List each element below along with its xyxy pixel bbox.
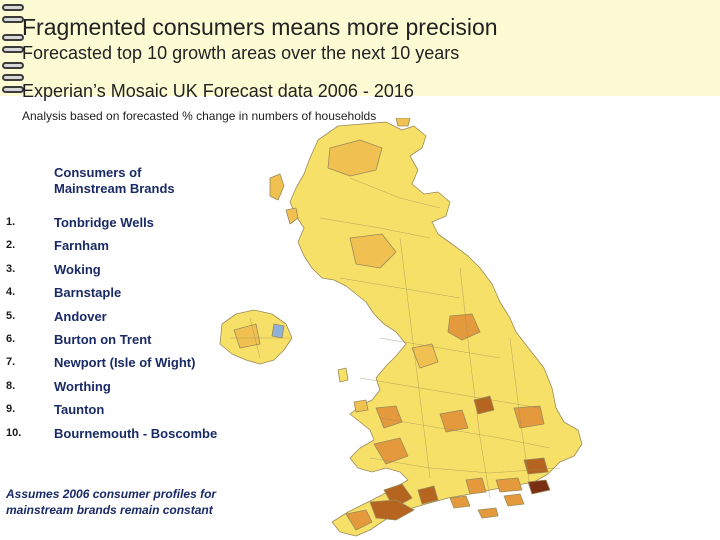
analysis-note: Analysis based on forecasted % change in… <box>22 109 377 123</box>
taunton-region <box>417 485 439 505</box>
slide-title: Fragmented consumers means more precisio… <box>22 14 498 40</box>
rank-number: 1. <box>6 216 16 228</box>
area-name: Woking <box>54 261 101 277</box>
rank-number: 8. <box>6 379 16 392</box>
list-heading: Consumers of Mainstream Brands <box>54 165 175 197</box>
region-borders <box>230 177 561 499</box>
area-name: Burton on Trent <box>54 331 152 347</box>
slide-subtitle-source: Experian’s Mosaic UK Forecast data 2006 … <box>22 81 414 101</box>
binding-ring <box>2 62 24 69</box>
title-band <box>0 0 720 96</box>
binding-ring <box>2 46 24 53</box>
devon-region <box>369 499 415 521</box>
anglesey-island <box>353 399 369 413</box>
binding-ring <box>2 74 24 81</box>
spiral-binding <box>0 0 26 100</box>
area-name: Bournemouth - Boscombe <box>54 425 218 441</box>
rank-number: 6. <box>6 332 16 345</box>
bournemouth-region <box>449 495 471 509</box>
rank-number: 9. <box>6 403 16 416</box>
surrey-region <box>495 477 523 493</box>
northern-ireland-region <box>233 323 261 349</box>
rank-number: 2. <box>6 239 16 252</box>
rank-number: 5. <box>6 309 16 322</box>
binding-ring <box>2 34 24 41</box>
footnote-line-1: Assumes 2006 consumer profiles for <box>6 487 217 501</box>
list-heading-line-2: Mainstream Brands <box>54 181 175 196</box>
list-heading-line-1: Consumers of <box>54 165 142 180</box>
area-name: Barnstaple <box>54 285 122 301</box>
scotland-highlands-region <box>327 139 383 177</box>
lough-neagh <box>271 323 285 339</box>
great-britain-landmass <box>289 121 583 537</box>
isle-of-man <box>337 367 349 383</box>
wales-south-region <box>373 437 409 465</box>
orkney-island <box>395 118 411 127</box>
worthing-region <box>503 493 525 507</box>
skye-island <box>285 207 299 225</box>
rank-number: 3. <box>6 262 16 275</box>
area-name: Andover <box>54 308 107 324</box>
midlands-region <box>439 409 469 433</box>
rank-number: 10. <box>6 426 22 439</box>
rank-number: 7. <box>6 356 16 369</box>
slide-subtitle-growth: Forecasted top 10 growth areas over the … <box>22 43 460 63</box>
area-name: Worthing <box>54 378 111 394</box>
footnote-line-2: mainstream brands remain constant <box>6 503 213 517</box>
uk-choropleth-map <box>219 118 583 537</box>
cornwall-region <box>345 509 373 531</box>
hebrides-island <box>269 173 285 201</box>
scotland-central-region <box>349 233 397 269</box>
wales-north-region <box>375 405 403 429</box>
area-name: Farnham <box>54 238 109 254</box>
binding-ring <box>2 86 24 93</box>
area-name: Tonbridge Wells <box>54 215 154 230</box>
andover-region <box>465 477 487 495</box>
assumption-footnote: Assumes 2006 consumer profiles for mains… <box>6 486 216 518</box>
tonbridge-wells-region <box>527 479 551 495</box>
binding-ring <box>2 16 24 23</box>
isle-of-wight <box>477 507 499 519</box>
area-name: Newport (Isle of Wight) <box>54 355 196 371</box>
binding-ring <box>2 4 24 11</box>
area-name: Taunton <box>54 402 105 418</box>
rank-number: 4. <box>6 286 16 299</box>
yorkshire-region <box>447 313 481 341</box>
